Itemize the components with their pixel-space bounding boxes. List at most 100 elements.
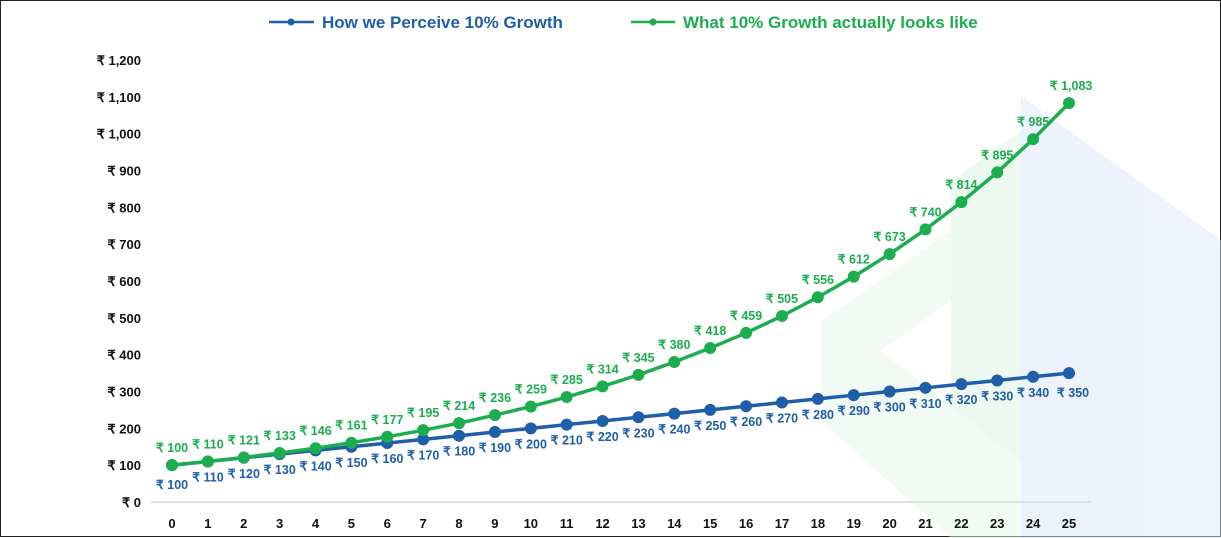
y-tick-label: ₹ 1,000	[97, 127, 141, 142]
data-point	[309, 442, 322, 455]
data-label: ₹ 210	[551, 434, 583, 448]
data-label: ₹ 345	[622, 351, 654, 365]
data-label: ₹ 161	[335, 419, 367, 433]
data-point	[955, 196, 968, 209]
x-tick-label: 12	[595, 516, 609, 531]
y-tick-label: ₹ 1,100	[97, 90, 141, 105]
data-point	[740, 326, 753, 339]
x-tick-label: 19	[846, 516, 860, 531]
data-label: ₹ 556	[802, 273, 834, 287]
data-label: ₹ 160	[371, 452, 403, 466]
data-point	[1063, 97, 1075, 110]
x-tick-label: 9	[491, 516, 498, 531]
x-tick-label: 8	[455, 516, 462, 531]
x-tick-label: 24	[1026, 516, 1041, 531]
data-point	[632, 411, 645, 424]
data-label: ₹ 250	[694, 419, 726, 433]
data-label: ₹ 459	[730, 309, 762, 323]
data-label: ₹ 270	[766, 412, 798, 426]
data-label: ₹ 100	[156, 441, 188, 455]
data-point	[811, 291, 824, 304]
data-label: ₹ 220	[586, 430, 618, 444]
data-label: ₹ 200	[515, 437, 547, 451]
data-label: ₹ 300	[873, 401, 905, 415]
y-tick-label: ₹ 1,200	[97, 53, 141, 68]
data-point	[596, 414, 609, 427]
x-tick-label: 13	[631, 516, 645, 531]
data-point	[991, 166, 1004, 179]
data-label: ₹ 895	[981, 148, 1013, 162]
data-label: ₹ 505	[766, 292, 798, 306]
data-label: ₹ 177	[371, 413, 403, 427]
x-tick-label: 20	[882, 516, 896, 531]
y-tick-label: ₹ 900	[107, 164, 141, 179]
data-point	[524, 422, 537, 435]
legend-label-actual: What 10% Growth actually looks like	[683, 13, 978, 32]
data-label: ₹ 170	[407, 448, 439, 462]
data-label: ₹ 740	[909, 205, 941, 219]
x-tick-label: 17	[775, 516, 789, 531]
data-label: ₹ 150	[335, 456, 367, 470]
legend: How we Perceive 10% Growth What 10% Grow…	[269, 13, 978, 32]
data-label: ₹ 100	[156, 478, 188, 492]
data-point	[201, 455, 214, 468]
y-tick-label: ₹ 100	[107, 458, 141, 473]
data-label: ₹ 110	[192, 437, 224, 451]
x-tick-label: 23	[990, 516, 1004, 531]
series-line	[171, 371, 1070, 467]
x-tick-label: 3	[276, 516, 283, 531]
data-label: ₹ 260	[730, 415, 762, 429]
data-point	[166, 459, 178, 472]
data-label: ₹ 985	[1017, 115, 1049, 129]
data-point	[955, 378, 968, 391]
data-point	[1027, 370, 1040, 383]
data-point	[991, 374, 1004, 387]
data-point	[811, 392, 824, 405]
data-point	[417, 424, 430, 437]
data-point	[883, 385, 896, 398]
data-label: ₹ 280	[802, 408, 834, 422]
x-tick-label: 0	[168, 516, 175, 531]
data-label: ₹ 190	[479, 441, 511, 455]
data-point	[668, 407, 681, 420]
x-tick-label: 16	[739, 516, 753, 531]
data-label: ₹ 140	[299, 459, 331, 473]
data-point	[596, 380, 609, 393]
data-point	[560, 391, 573, 404]
data-point	[488, 409, 501, 422]
data-label: ₹ 380	[658, 338, 690, 352]
data-point	[704, 342, 717, 355]
data-point	[345, 436, 358, 449]
data-label: ₹ 320	[945, 393, 977, 407]
y-tick-label: ₹ 700	[107, 237, 141, 252]
data-label: ₹ 290	[838, 404, 870, 418]
data-label: ₹ 214	[443, 399, 475, 413]
y-tick-label: ₹ 0	[122, 495, 141, 510]
x-tick-label: 5	[348, 516, 355, 531]
series-1: ₹ 100 ₹ 110 ₹ 121 ₹ 133 ₹ 146 ₹ 161 ₹ 177 ₹ 195…	[156, 79, 1092, 472]
data-point	[740, 400, 753, 413]
data-label: ₹ 418	[694, 324, 726, 338]
x-tick-label: 21	[918, 516, 932, 531]
watermark-logo	[821, 96, 1221, 538]
x-tick-label: 14	[667, 516, 682, 531]
data-point	[775, 396, 788, 409]
data-label: ₹ 120	[228, 467, 260, 481]
x-tick-label: 25	[1062, 516, 1076, 531]
x-tick-label: 15	[703, 516, 717, 531]
x-tick-label: 10	[524, 516, 538, 531]
y-tick-label: ₹ 400	[107, 348, 141, 363]
data-label: ₹ 285	[551, 373, 583, 387]
data-label: ₹ 195	[407, 406, 439, 420]
data-label: ₹ 180	[443, 445, 475, 459]
x-tick-label: 2	[240, 516, 247, 531]
legend-label-perceived: How we Perceive 10% Growth	[322, 13, 563, 32]
data-point	[524, 400, 537, 413]
y-tick-label: ₹ 300	[107, 385, 141, 400]
data-point	[632, 368, 645, 381]
data-point	[417, 433, 430, 446]
data-label: ₹ 230	[622, 426, 654, 440]
data-label: ₹ 612	[838, 253, 870, 267]
data-label: ₹ 259	[515, 383, 547, 397]
